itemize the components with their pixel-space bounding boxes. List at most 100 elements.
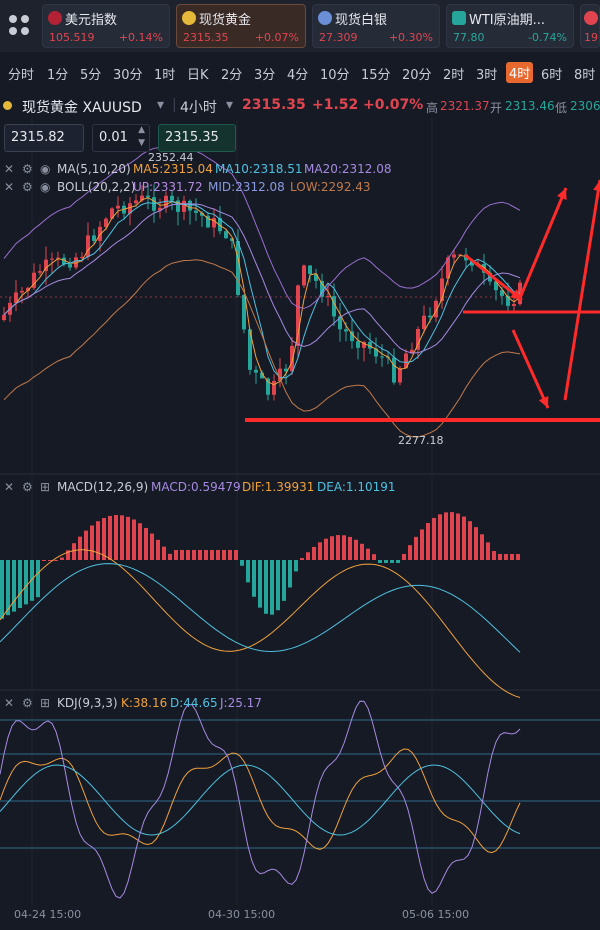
x-axis-label: 04-24 15:00 (14, 908, 82, 921)
tf-4h[interactable]: 4时 (506, 62, 534, 83)
macd-bar (372, 554, 376, 560)
candle-body (32, 272, 36, 288)
annotation-arrow-head (593, 180, 600, 191)
ticker-name: WTI原油期... (469, 13, 546, 28)
candle-body (236, 240, 240, 295)
quantity-field[interactable]: 0.01 ▲ ▼ (92, 124, 150, 152)
expand-icon[interactable]: ⊞ (40, 696, 51, 710)
settings-gear-icon[interactable]: ⚙ (22, 480, 33, 494)
tf-5min[interactable]: 5分 (80, 68, 102, 83)
settings-gear-icon[interactable]: ⚙ (22, 696, 33, 710)
macd-bar (114, 515, 118, 560)
ticker-name: 现货黄金 (199, 13, 252, 28)
menu-grid-icon[interactable] (4, 6, 34, 44)
visibility-eye-icon[interactable]: ◉ (40, 162, 51, 176)
visibility-eye-icon[interactable]: ◉ (40, 180, 51, 194)
candle-body (470, 260, 474, 266)
ticker-usd-index[interactable]: 美元指数 105.519 +0.14% (42, 4, 170, 48)
ticker-partial[interactable]: 19 (580, 4, 600, 48)
tf-2min[interactable]: 2分 (221, 68, 243, 83)
ask-price-field[interactable]: 2315.35 (158, 124, 236, 152)
macd-bar (162, 546, 166, 560)
macd-bar (96, 521, 100, 560)
macd-bar (30, 560, 34, 601)
macd-bar (150, 533, 154, 560)
tf-day[interactable]: 日K (187, 68, 209, 83)
tf-20min[interactable]: 20分 (402, 68, 432, 83)
expand-icon[interactable]: ⊞ (40, 480, 51, 494)
macd-bar (492, 551, 496, 560)
qty-down-icon[interactable]: ▼ (138, 138, 145, 148)
macd-bar (54, 560, 58, 561)
macd-bar (72, 543, 76, 560)
settings-gear-icon[interactable]: ⚙ (22, 162, 33, 176)
macd-bar (366, 548, 370, 560)
tf-fenshi[interactable]: 分时 (8, 68, 35, 83)
macd-bar (102, 518, 106, 560)
ma5-value: MA5:2315.04 (133, 162, 213, 176)
candle-body (116, 205, 120, 209)
annotation-arrow (511, 329, 550, 409)
macd-bar (84, 530, 88, 560)
candle-body (86, 235, 90, 257)
candle-body (416, 329, 420, 350)
close-icon[interactable]: ✕ (4, 480, 15, 494)
tf-15min[interactable]: 15分 (361, 68, 391, 83)
bid-price-field[interactable]: 2315.82 (4, 124, 84, 152)
candle-body (206, 215, 210, 228)
macd-bar (240, 560, 244, 566)
close-icon[interactable]: ✕ (4, 162, 15, 176)
boll-label: BOLL(20,2,2) (57, 180, 136, 194)
close-icon[interactable]: ✕ (4, 180, 15, 194)
candle-body (380, 356, 384, 358)
candle-body (404, 353, 408, 369)
qty-up-icon[interactable]: ▲ (138, 125, 145, 135)
symbol-dropdown-icon[interactable]: ▾ (157, 97, 165, 113)
macd-bar (360, 543, 364, 560)
macd-bar (144, 527, 148, 560)
candle-body (182, 200, 186, 212)
tf-3h[interactable]: 3时 (476, 68, 498, 83)
close-icon[interactable]: ✕ (4, 696, 15, 710)
low-label: 低 (555, 101, 568, 115)
ticker-spot-gold[interactable]: 现货黄金 2315.35 +0.07% (176, 4, 306, 48)
ticker-change: +0.07% (254, 31, 299, 44)
tf-6h[interactable]: 6时 (541, 68, 563, 83)
candle-body (500, 290, 504, 296)
ticker-spot-silver[interactable]: 现货白银 27.309 +0.30% (312, 4, 440, 48)
macd-bar (330, 536, 334, 560)
ticker-wti-oil[interactable]: WTI原油期... 77.80 -0.74% (446, 4, 574, 48)
candle-body (110, 208, 114, 219)
macd-bar (174, 550, 178, 560)
macd-label: MACD(12,26,9) (57, 480, 149, 494)
boll-mid-value: MID:2312.08 (208, 180, 285, 194)
candle-body (248, 329, 252, 370)
tf-1min[interactable]: 1分 (47, 68, 69, 83)
candle-body (302, 265, 306, 286)
settings-gear-icon[interactable]: ⚙ (22, 180, 33, 194)
silver-coin-icon (318, 11, 332, 25)
ticker-price: 77.80 (453, 31, 485, 44)
symbol-name[interactable]: 现货黄金 XAUUSD (22, 100, 142, 116)
gold-coin-icon (3, 101, 12, 110)
macd-value: MACD:0.59479 (151, 480, 241, 494)
period-dropdown-icon[interactable]: ▾ (226, 97, 234, 113)
tf-1h[interactable]: 1时 (154, 68, 176, 83)
macd-bar (390, 560, 394, 563)
tf-8h[interactable]: 8时 (574, 68, 596, 83)
macd-bar (324, 538, 328, 560)
period-selector[interactable]: 4小时 (180, 100, 217, 116)
ma20-value: MA20:2312.08 (304, 162, 392, 176)
tf-2h[interactable]: 2时 (443, 68, 465, 83)
macd-bar (300, 558, 304, 560)
tf-3min[interactable]: 3分 (254, 68, 276, 83)
timeframe-bar: 分时 1分 5分 30分 1时 日K 2分 3分 4分 10分 15分 20分 … (0, 56, 600, 90)
tf-30min[interactable]: 30分 (113, 68, 143, 83)
candle-body (374, 348, 378, 357)
candle-body (254, 369, 258, 373)
macd-bar (18, 560, 22, 608)
macd-bar (36, 560, 40, 598)
tf-10min[interactable]: 10分 (320, 68, 350, 83)
tf-4min[interactable]: 4分 (287, 68, 309, 83)
